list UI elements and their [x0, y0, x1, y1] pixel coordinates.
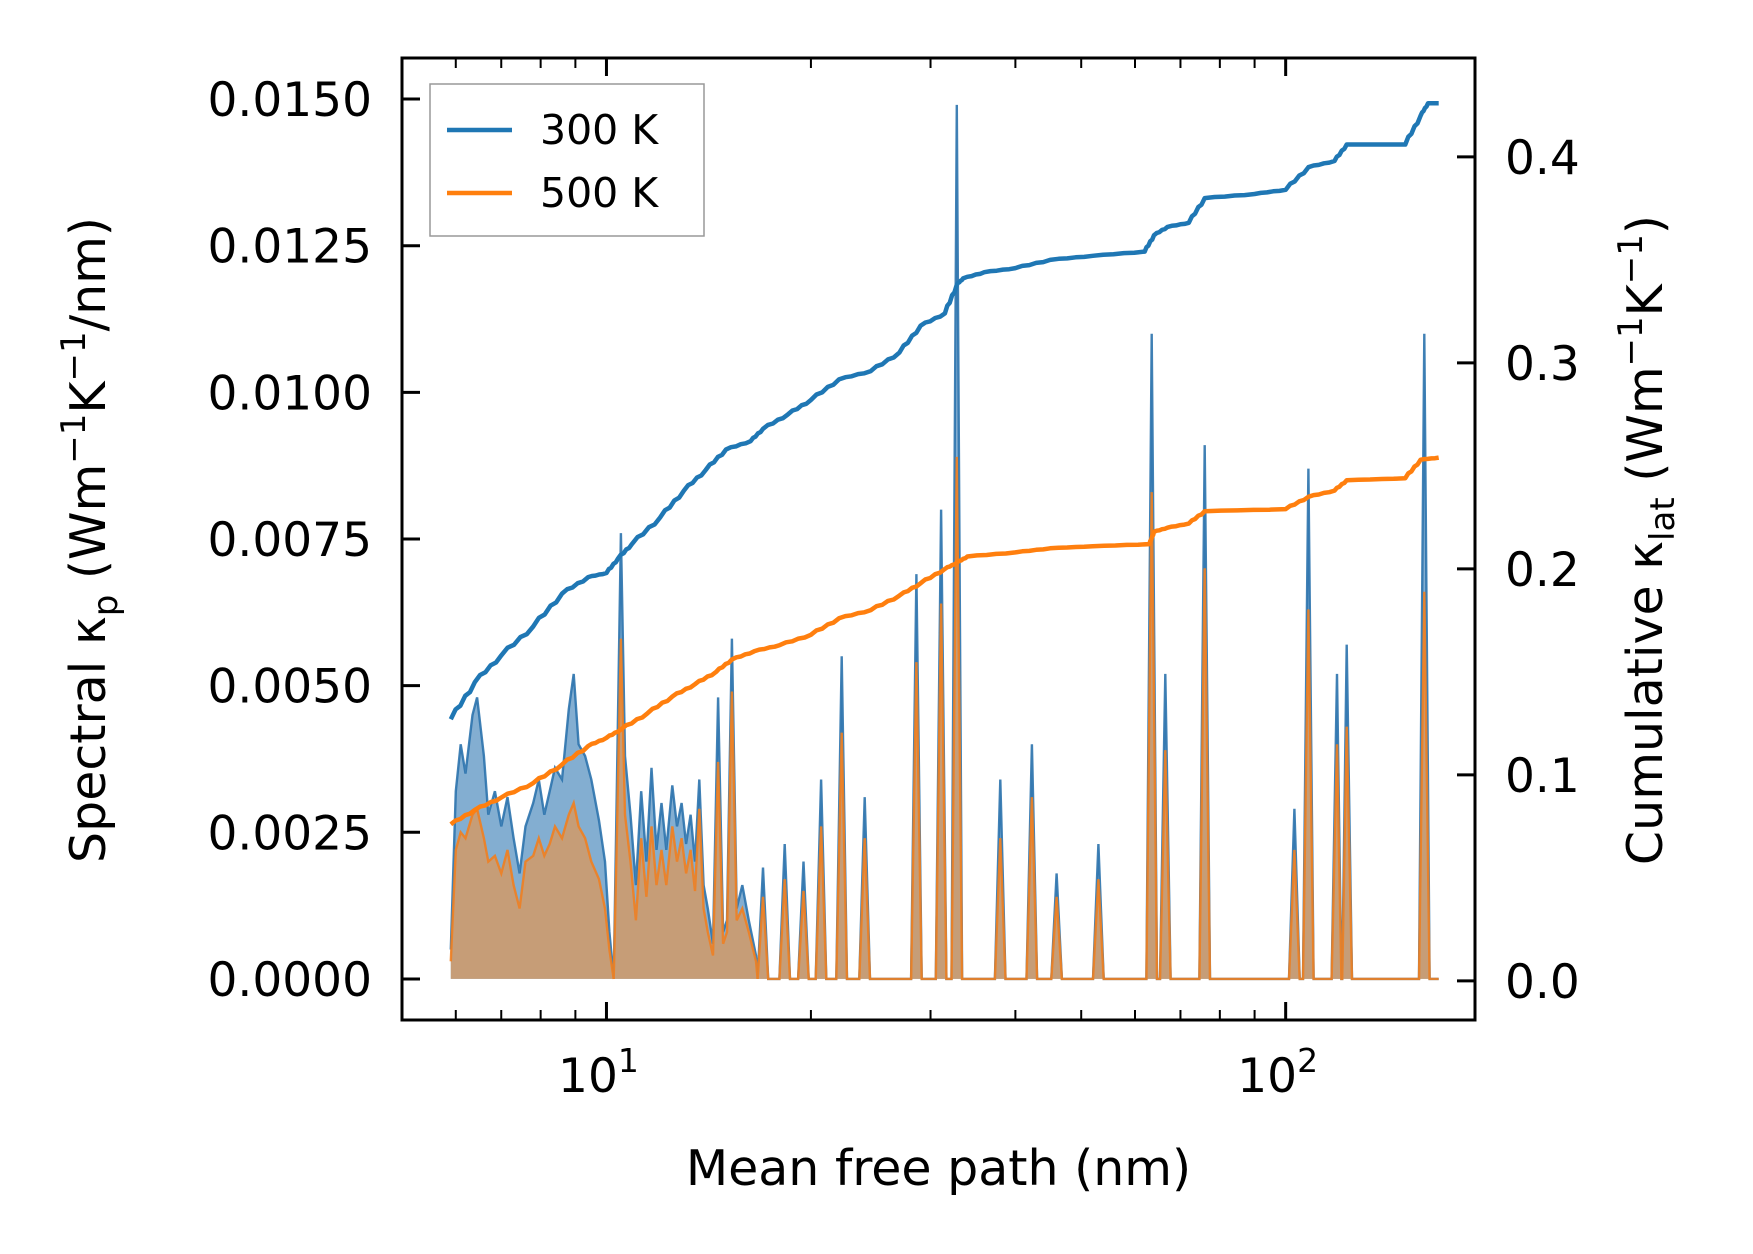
y-left-tick-label: 0.0125 — [208, 220, 372, 275]
y-left-axis-title: Spectral κp (Wm−1K−1/nm) — [54, 217, 126, 863]
legend-label: 300 K — [540, 106, 659, 154]
y-right-axis-title: Cumulative κlat (Wm−1K−1) — [1611, 215, 1683, 865]
legend-label: 500 K — [540, 169, 659, 217]
axis-ticks — [401, 58, 1475, 1020]
y-left-tick-label: 0.0000 — [208, 953, 372, 1008]
y-left-tick-label: 0.0025 — [208, 806, 372, 861]
x-axis-title: Mean free path (nm) — [686, 1140, 1191, 1197]
plot-frame — [400, 56, 1477, 1022]
cumulative-line-300k — [448, 101, 1439, 721]
x-tick-label: 102 — [1237, 1041, 1318, 1104]
y-left-tick-label: 0.0075 — [208, 513, 372, 568]
legend: 300 K 500 K — [429, 83, 705, 237]
y-left-tick-label: 0.0050 — [208, 660, 372, 715]
tick-labels: 101 102 0.0000 0.0025 0.0050 0.0075 0.0100 0.01… — [208, 73, 1580, 1104]
axis-titles: Mean free path (nm) Spectral κp (Wm−1K−1/… — [54, 215, 1683, 1197]
y-left-tick-label: 0.0100 — [208, 366, 372, 421]
y-right-tick-label: 0.4 — [1505, 131, 1580, 186]
spectral-fills — [449, 104, 1439, 981]
y-right-tick-label: 0.1 — [1505, 749, 1580, 804]
series-lines — [448, 101, 1440, 827]
y-right-tick-label: 0.0 — [1505, 955, 1580, 1010]
y-left-tick-label: 0.0150 — [208, 73, 372, 128]
y-right-tick-label: 0.2 — [1505, 543, 1580, 598]
spectral-edge-500k — [449, 456, 1439, 981]
x-tick-label: 101 — [558, 1041, 639, 1104]
cumulative-line-500k — [449, 455, 1440, 827]
legend-box — [429, 83, 705, 237]
y-right-tick-label: 0.3 — [1505, 337, 1580, 392]
